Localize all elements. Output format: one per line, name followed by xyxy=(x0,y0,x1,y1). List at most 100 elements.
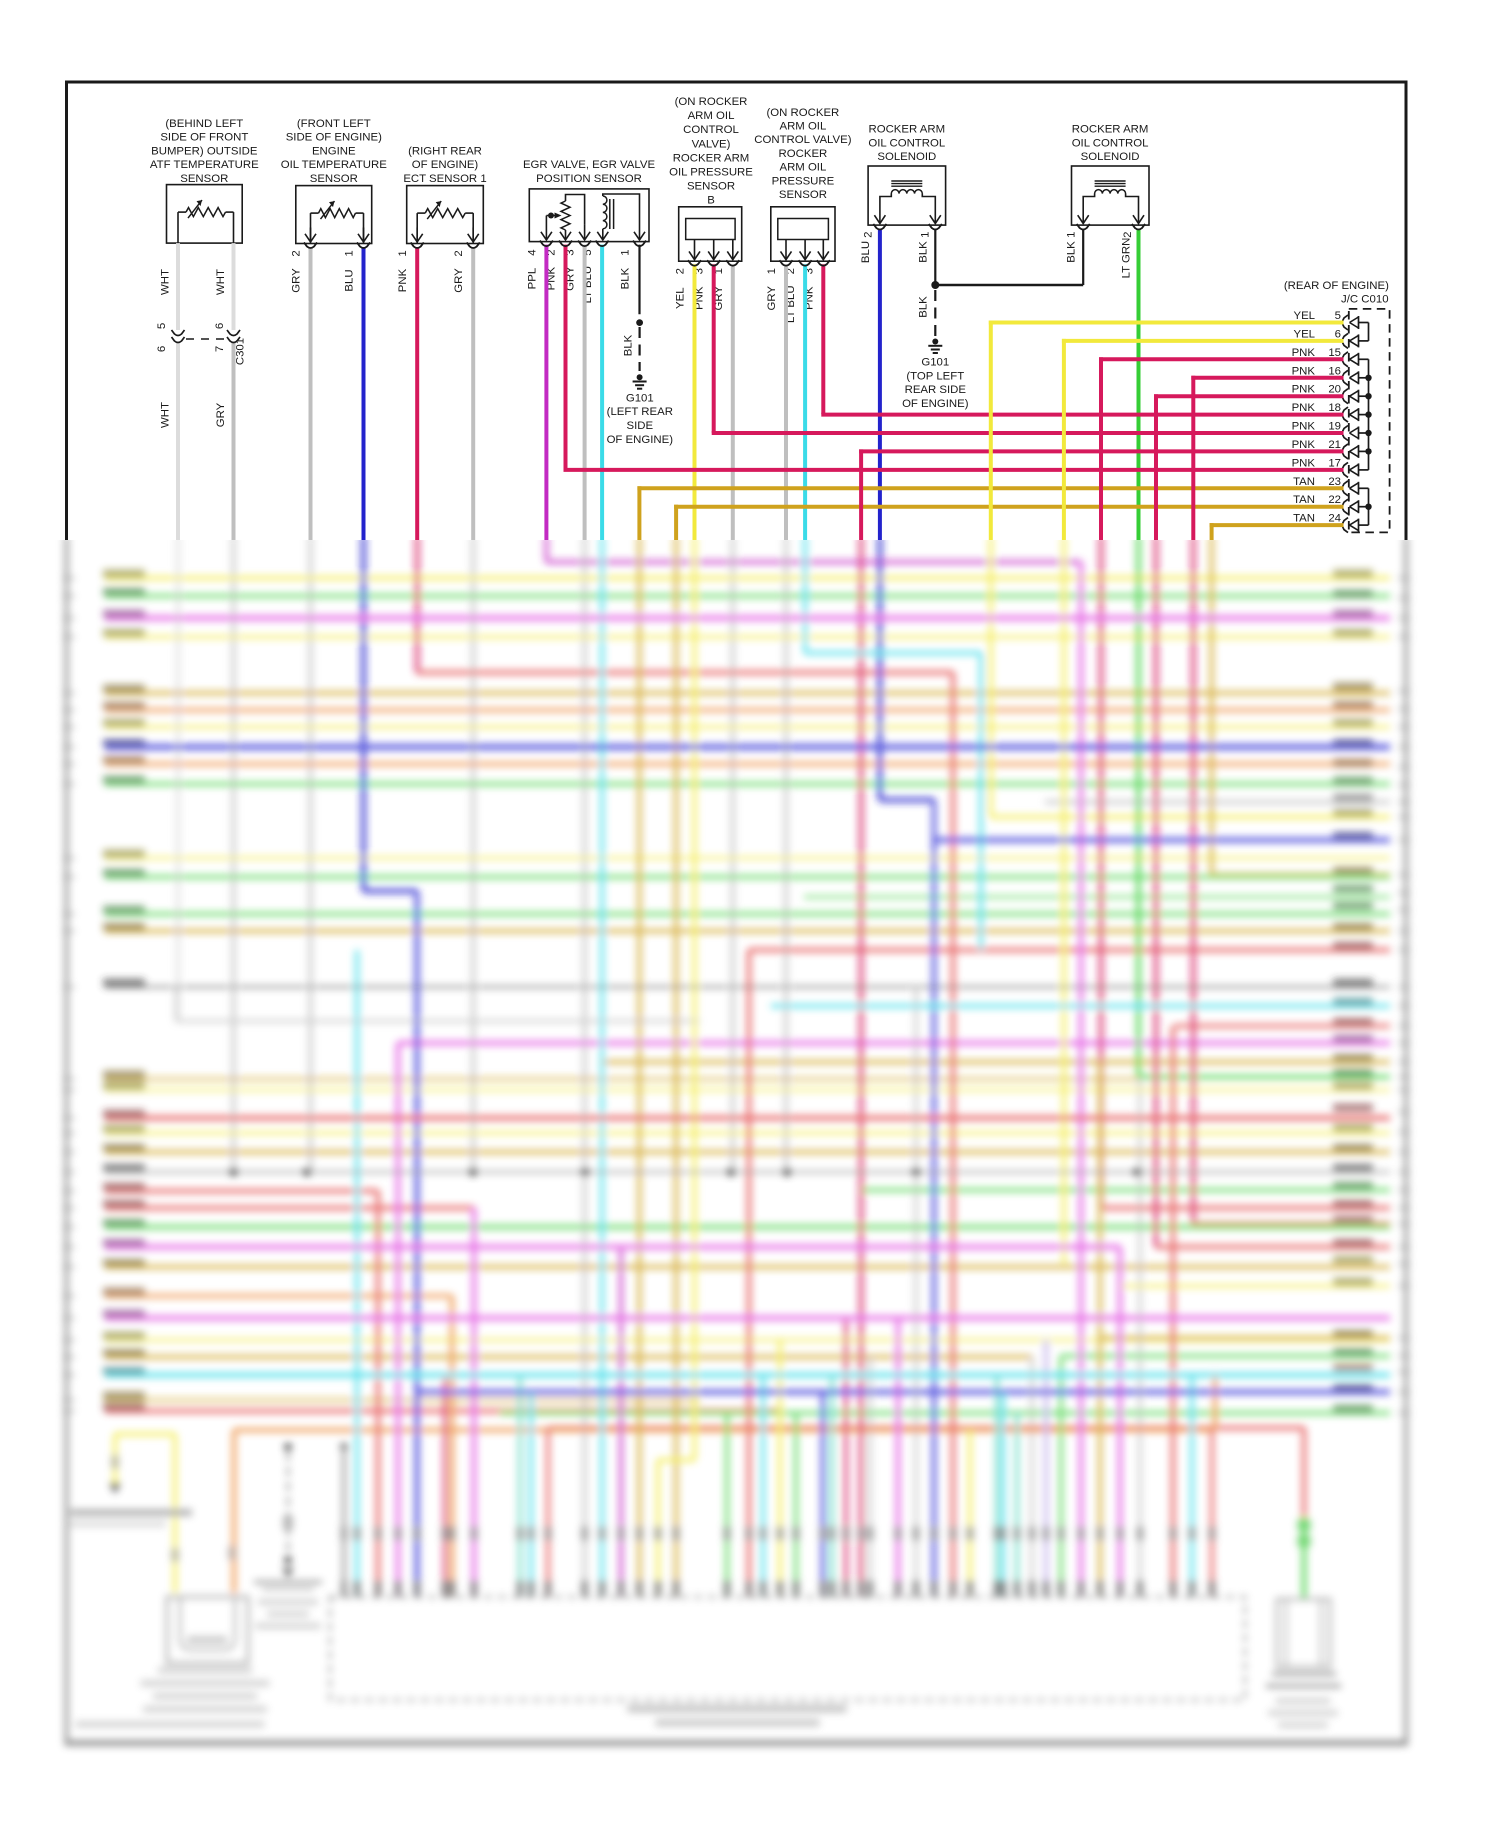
svg-text:BLK: BLK xyxy=(917,296,929,318)
svg-text:1: 1 xyxy=(713,268,725,274)
svg-text:ARM OIL: ARM OIL xyxy=(779,162,826,174)
svg-text:OIL PRESSURE: OIL PRESSURE xyxy=(669,167,753,179)
svg-text:18: 18 xyxy=(1328,402,1341,414)
svg-text:5: 5 xyxy=(156,323,168,329)
svg-text:20: 20 xyxy=(1328,384,1341,396)
svg-text:(BEHIND LEFT: (BEHIND LEFT xyxy=(165,118,243,130)
svg-text:WHT: WHT xyxy=(160,269,172,295)
svg-text:YEL: YEL xyxy=(1293,328,1315,340)
svg-text:OIL CONTROL: OIL CONTROL xyxy=(868,137,945,149)
svg-text:PNK: PNK xyxy=(1292,402,1316,414)
svg-text:BLU: BLU xyxy=(344,269,356,291)
svg-text:PNK: PNK xyxy=(1292,421,1316,433)
svg-text:PNK: PNK xyxy=(694,286,706,310)
svg-text:SIDE OF FRONT: SIDE OF FRONT xyxy=(160,132,248,144)
svg-text:GRY: GRY xyxy=(713,286,725,311)
svg-text:OF ENGINE): OF ENGINE) xyxy=(607,434,674,446)
svg-text:2: 2 xyxy=(291,250,303,256)
svg-text:PPL: PPL xyxy=(526,268,538,290)
svg-text:VALVE): VALVE) xyxy=(692,138,731,150)
svg-text:REAR SIDE: REAR SIDE xyxy=(905,384,967,396)
svg-text:4: 4 xyxy=(526,249,538,255)
svg-text:WHT: WHT xyxy=(160,402,172,428)
svg-text:LT BLU: LT BLU xyxy=(785,285,797,323)
svg-text:ECT SENSOR 1: ECT SENSOR 1 xyxy=(403,173,486,185)
svg-text:ARM OIL: ARM OIL xyxy=(688,110,735,122)
svg-text:16: 16 xyxy=(1328,365,1341,377)
svg-text:YEL: YEL xyxy=(675,287,687,309)
svg-text:1: 1 xyxy=(920,232,932,238)
svg-text:(LEFT REAR: (LEFT REAR xyxy=(607,406,673,418)
svg-text:GRY: GRY xyxy=(766,286,778,311)
svg-text:POSITION SENSOR: POSITION SENSOR xyxy=(536,173,642,185)
svg-text:(ON ROCKER: (ON ROCKER xyxy=(675,96,748,108)
svg-text:PRESSURE: PRESSURE xyxy=(772,175,835,187)
svg-text:19: 19 xyxy=(1328,421,1341,433)
svg-text:BLU: BLU xyxy=(860,241,872,263)
svg-text:G101: G101 xyxy=(626,392,654,404)
svg-text:B: B xyxy=(707,195,715,207)
svg-text:2: 2 xyxy=(453,250,465,256)
svg-text:TAN: TAN xyxy=(1293,476,1315,488)
svg-text:TAN: TAN xyxy=(1293,494,1315,506)
svg-text:(REAR OF ENGINE): (REAR OF ENGINE) xyxy=(1284,280,1389,292)
svg-text:ROCKER ARM: ROCKER ARM xyxy=(673,152,750,164)
svg-text:PNK: PNK xyxy=(1292,365,1316,377)
svg-text:GRY: GRY xyxy=(291,268,303,293)
svg-text:2: 2 xyxy=(1122,232,1134,238)
svg-text:BLK: BLK xyxy=(620,267,632,289)
svg-text:2: 2 xyxy=(675,268,687,274)
svg-text:3: 3 xyxy=(565,249,577,255)
svg-text:6: 6 xyxy=(214,323,226,329)
svg-text:3: 3 xyxy=(694,268,706,274)
svg-text:OIL TEMPERATURE: OIL TEMPERATURE xyxy=(281,159,388,171)
svg-text:1: 1 xyxy=(620,249,632,255)
svg-text:OF ENGINE): OF ENGINE) xyxy=(902,398,969,410)
svg-text:BLK: BLK xyxy=(1065,241,1077,263)
svg-text:EGR VALVE, EGR VALVE: EGR VALVE, EGR VALVE xyxy=(523,159,655,171)
svg-text:BLK: BLK xyxy=(917,241,929,263)
svg-text:(FRONT LEFT: (FRONT LEFT xyxy=(297,118,371,130)
svg-text:15: 15 xyxy=(1328,347,1341,359)
svg-text:CONTROL: CONTROL xyxy=(683,124,739,136)
svg-text:1: 1 xyxy=(397,250,409,256)
svg-text:5: 5 xyxy=(1335,310,1341,322)
svg-text:2: 2 xyxy=(785,268,797,274)
svg-text:TAN: TAN xyxy=(1293,513,1315,525)
svg-text:1: 1 xyxy=(344,250,356,256)
svg-text:7: 7 xyxy=(214,346,226,352)
svg-text:C301: C301 xyxy=(235,338,247,365)
svg-text:(RIGHT REAR: (RIGHT REAR xyxy=(408,145,482,157)
svg-text:(TOP LEFT: (TOP LEFT xyxy=(906,370,964,382)
svg-text:PNK: PNK xyxy=(397,268,409,292)
svg-text:3: 3 xyxy=(803,268,815,274)
svg-text:LT GRN: LT GRN xyxy=(1120,238,1132,279)
svg-text:SIDE OF ENGINE): SIDE OF ENGINE) xyxy=(286,132,382,144)
svg-text:GRY: GRY xyxy=(453,268,465,293)
svg-text:OIL CONTROL: OIL CONTROL xyxy=(1072,137,1149,149)
svg-text:21: 21 xyxy=(1328,439,1341,451)
svg-text:CONTROL VALVE): CONTROL VALVE) xyxy=(754,134,851,146)
svg-text:6: 6 xyxy=(1335,328,1341,340)
svg-text:24: 24 xyxy=(1328,513,1341,525)
svg-text:PNK: PNK xyxy=(1292,347,1316,359)
svg-text:ROCKER: ROCKER xyxy=(779,148,828,160)
svg-text:SENSOR: SENSOR xyxy=(779,189,827,201)
svg-text:1: 1 xyxy=(766,268,778,274)
svg-text:17: 17 xyxy=(1328,457,1341,469)
svg-text:PNK: PNK xyxy=(1292,384,1316,396)
svg-text:PNK: PNK xyxy=(1292,457,1316,469)
svg-text:SIDE: SIDE xyxy=(627,420,654,432)
svg-text:23: 23 xyxy=(1328,476,1341,488)
svg-text:SOLENOID: SOLENOID xyxy=(1081,151,1140,163)
svg-text:J/C C010: J/C C010 xyxy=(1341,294,1388,306)
svg-text:2: 2 xyxy=(546,249,558,255)
svg-text:5: 5 xyxy=(582,249,594,255)
svg-text:PNK: PNK xyxy=(1292,439,1316,451)
svg-text:BLK: BLK xyxy=(623,334,635,356)
svg-text:SENSOR: SENSOR xyxy=(180,173,228,185)
svg-text:22: 22 xyxy=(1328,494,1341,506)
svg-text:ARM OIL: ARM OIL xyxy=(779,121,826,133)
svg-text:(ON ROCKER: (ON ROCKER xyxy=(767,107,840,119)
svg-text:G101: G101 xyxy=(921,357,949,369)
